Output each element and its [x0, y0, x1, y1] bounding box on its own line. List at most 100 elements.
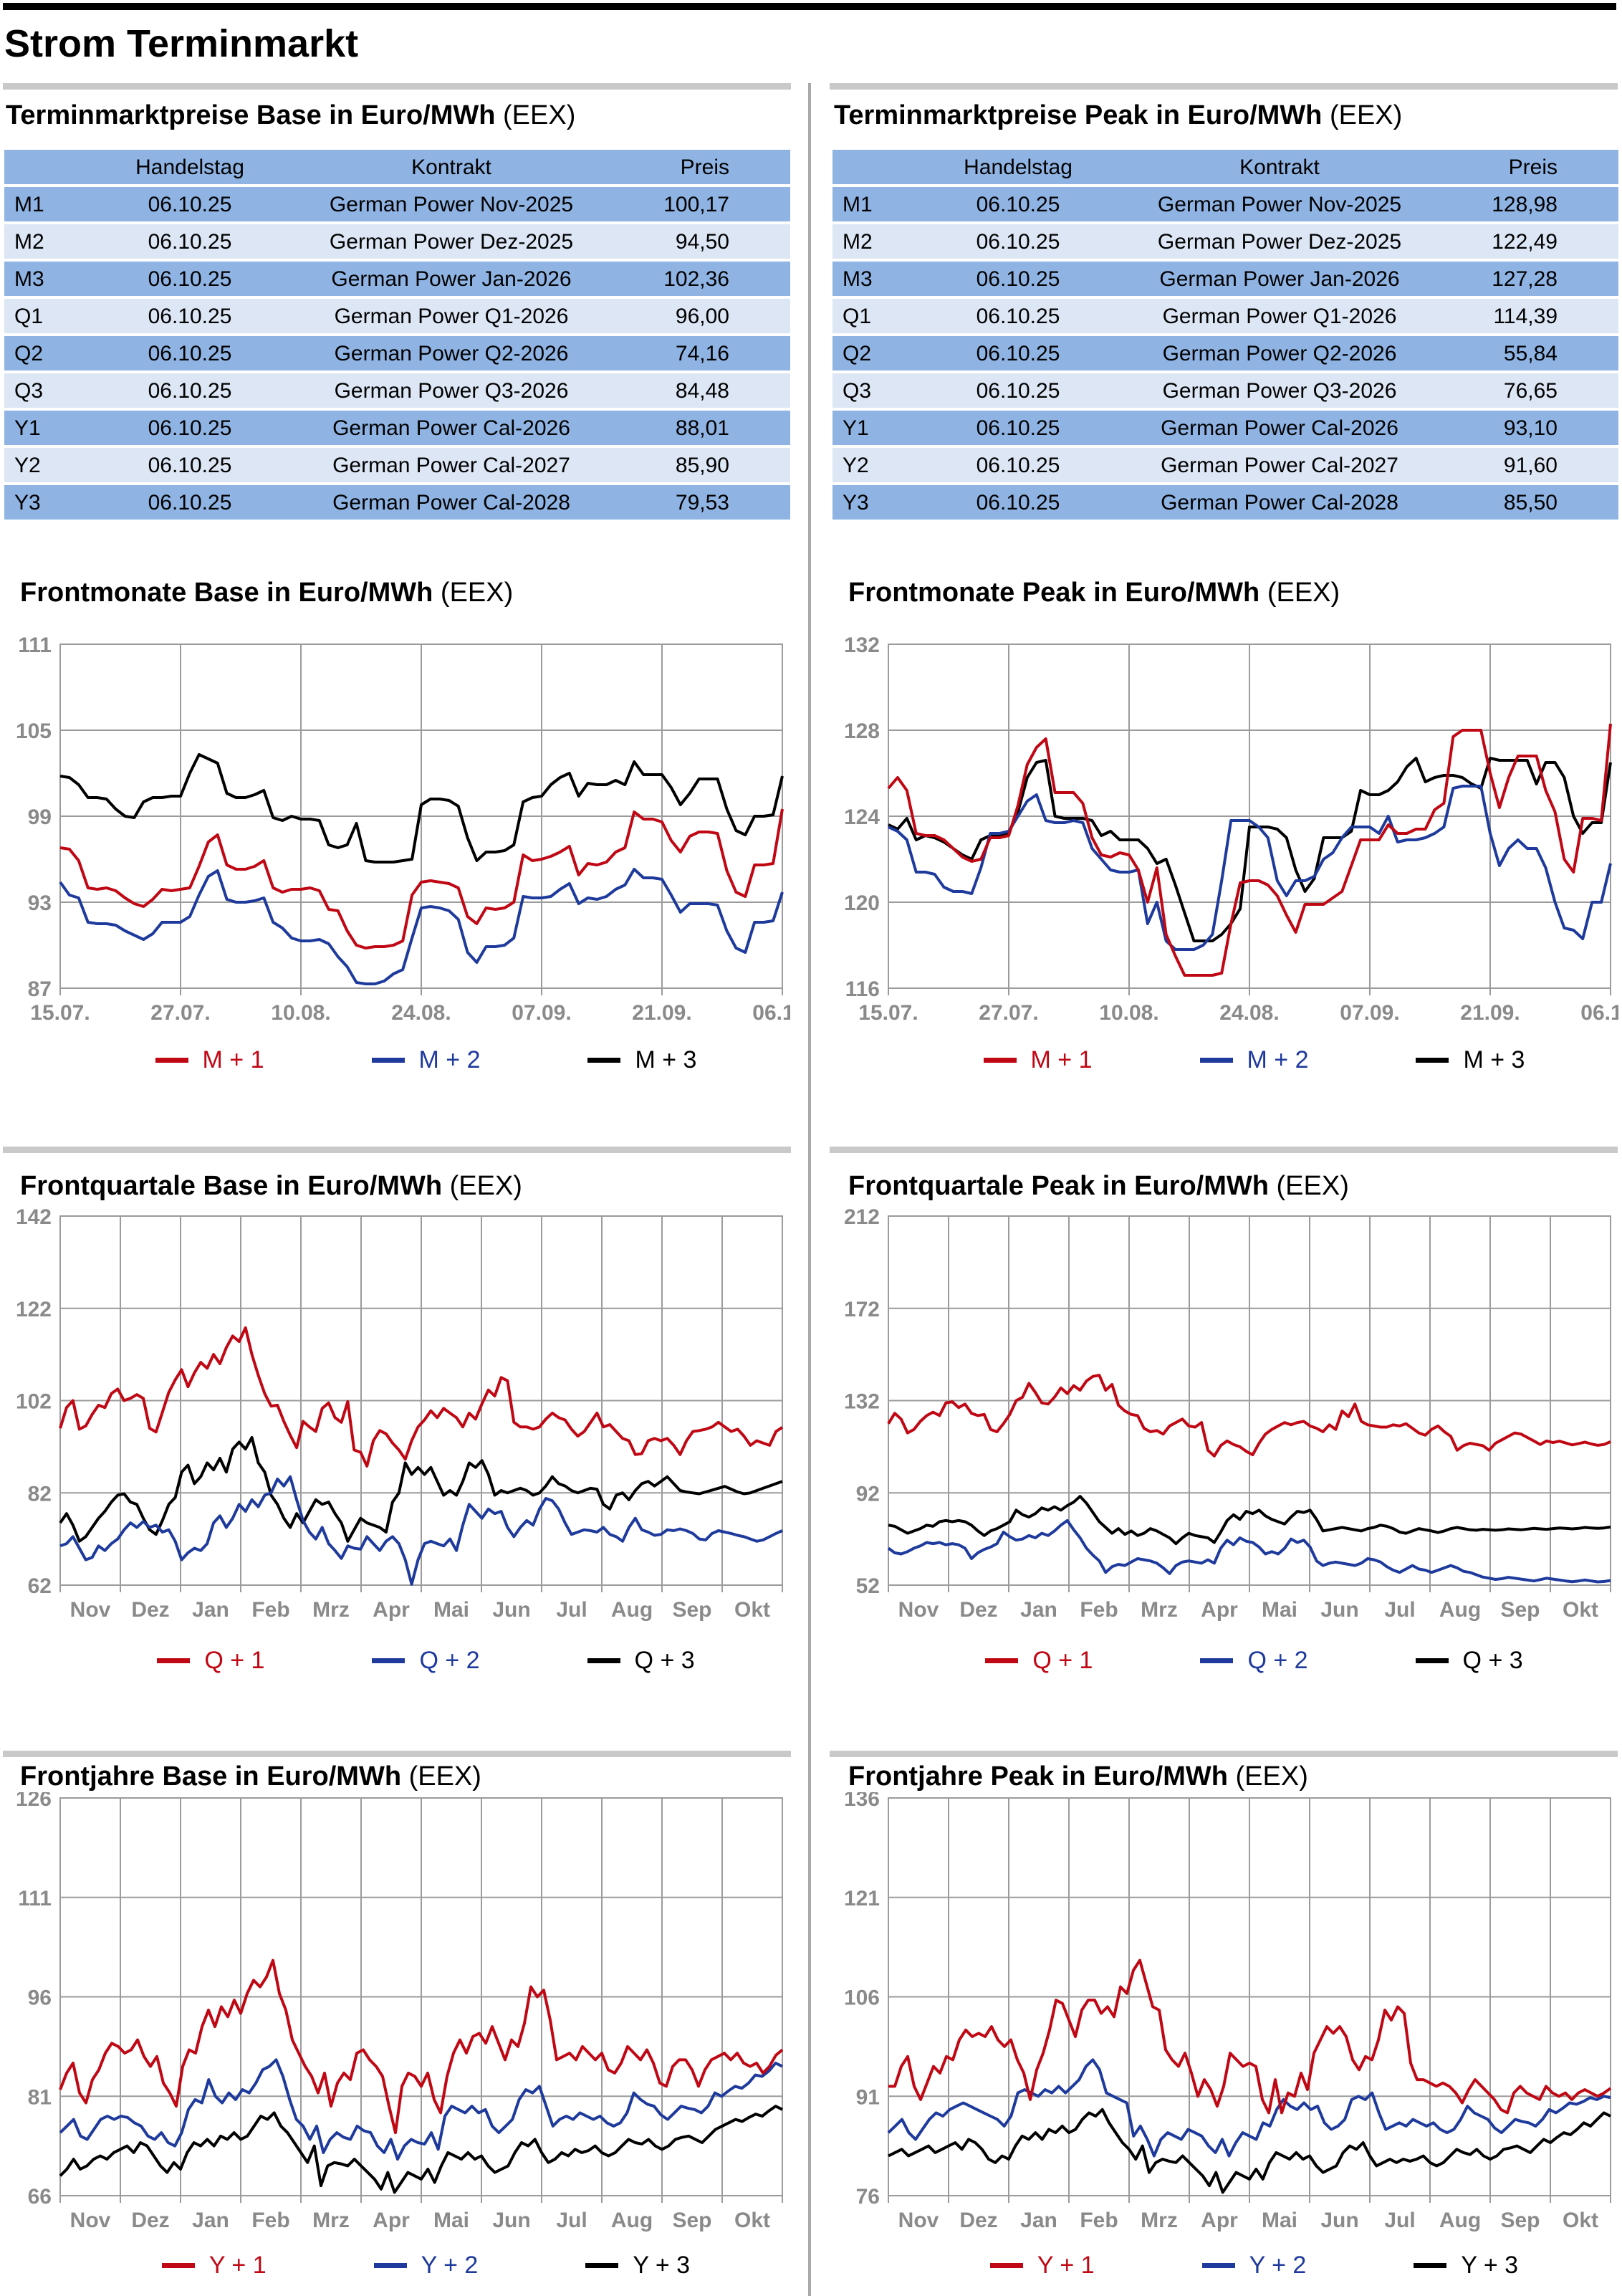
axis-tick-label: 128 — [844, 719, 880, 743]
legend-item: Q + 2 — [1200, 1647, 1308, 1675]
table-row: Q1 06.10.25 German Power Q1-2026 96,00 — [4, 299, 790, 333]
legend-swatch-icon — [989, 2262, 1023, 2268]
table-row: Y1 06.10.25 German Power Cal-2026 93,10 — [832, 411, 1618, 445]
section-table-peak: Terminmarktpreise Peak in Euro/MWh (EEX)… — [832, 100, 1618, 522]
legend-swatch-icon — [161, 2262, 195, 2268]
table-cell: M3 — [14, 267, 44, 291]
legend-swatch-icon — [157, 1658, 191, 1663]
axis-tick-label: 105 — [16, 719, 52, 743]
frontjahre-base-chart: 66 81 96 111 126 Nov Dez Jan Feb Mrz Apr Mai Jun Jul A… — [4, 1792, 790, 2244]
table-cell: German Power Cal-2026 — [332, 416, 570, 440]
axis-tick-label: Okt — [1563, 1598, 1598, 1622]
axis-tick-label: Jan — [192, 2209, 229, 2232]
axis-tick-label: 136 — [844, 1792, 880, 1811]
table-row: M3 06.10.25 German Power Jan-2026 127,28 — [832, 262, 1618, 296]
table-cell: 06.10.25 — [976, 491, 1060, 515]
table-cell: Preis — [1508, 156, 1558, 179]
column-divider — [808, 83, 811, 2296]
table-cell — [832, 150, 911, 184]
table-cell: 91,60 — [1503, 454, 1558, 477]
series-line-m+1 — [887, 723, 1612, 977]
legend-item: Q + 1 — [985, 1647, 1093, 1675]
table-cell: German Power Q1-2026 — [1162, 305, 1397, 328]
series-line-y+1 — [888, 1958, 1612, 2115]
section-frontquartale-base: Frontquartale Base in Euro/MWh (EEX) 62 8… — [4, 1171, 790, 1679]
table-cell: 94,50 — [675, 230, 729, 254]
series-line-m+3 — [59, 753, 784, 864]
series-line-q+1 — [887, 1374, 1611, 1458]
axis-tick-label: Jun — [1320, 2209, 1358, 2232]
table-cell: German Power Jan-2026 — [331, 267, 572, 291]
chart-legend: Y + 1 Y + 2 Y + 3 — [832, 2247, 1618, 2284]
legend-label: Y + 1 — [1037, 2251, 1095, 2279]
section-frontmonate-peak: Frontmonate Peak in Euro/MWh (EEX) 116 12… — [832, 578, 1618, 1078]
axis-tick-label: Okt — [734, 2209, 770, 2232]
chart-title-text: Frontquartale Base in Euro/MWh — [20, 1171, 443, 1201]
axis-tick-label: 87 — [28, 977, 52, 1001]
table-cell: German Power Cal-2027 — [332, 454, 570, 477]
axis-tick-label: Jun — [492, 1598, 530, 1622]
axis-tick-label: 24.08. — [391, 1001, 451, 1025]
axis-tick-label: 120 — [844, 891, 880, 915]
table-cell: German Power Dez-2025 — [1157, 230, 1402, 254]
legend-item: M + 1 — [155, 1046, 264, 1074]
frontjahre-base-title: Frontjahre Base in Euro/MWh (EEX) — [4, 1761, 790, 1792]
chart-canvas: 52 92 132 172 212 Nov Dez Jan Feb Mrz Apr Mai Jun Jul… — [844, 1205, 1611, 1622]
axis-tick-label: 122 — [16, 1298, 52, 1321]
table-cell: Handelstag — [964, 156, 1072, 179]
table-cell: 06.10.25 — [976, 342, 1060, 365]
table-cell: M1 — [843, 193, 873, 216]
section-divider — [830, 1147, 1618, 1153]
table-row: Y2 06.10.25 German Power Cal-2027 85,90 — [4, 448, 790, 482]
chart-title-suffix: (EEX) — [408, 1761, 481, 1792]
frontmonate-base-title: Frontmonate Base in Euro/MWh (EEX) — [4, 578, 790, 608]
series-line-m+1 — [59, 808, 784, 950]
axis-tick-label: Aug — [611, 2209, 653, 2232]
table-cell: 93,10 — [1503, 416, 1558, 440]
table-cell: 114,39 — [1493, 305, 1558, 328]
chart-title-suffix: (EEX) — [440, 578, 514, 608]
axis-tick-label: Jan — [1020, 2209, 1057, 2232]
axis-tick-label: 15.07. — [858, 1001, 918, 1025]
table-cell: 06.10.25 — [148, 230, 232, 254]
legend-swatch-icon — [1415, 1658, 1449, 1663]
table-cell: M2 — [843, 230, 873, 254]
table-header-row: Handelstag Kontrakt Preis — [4, 150, 790, 184]
axis-tick-label: 106 — [844, 1986, 880, 2010]
table-cell: 06.10.25 — [976, 305, 1060, 328]
axis-tick-label: 66 — [28, 2185, 52, 2209]
axis-tick-label: Dez — [131, 2209, 169, 2232]
legend-swatch-icon — [1414, 2262, 1447, 2268]
legend-item: Y + 2 — [373, 2252, 478, 2280]
table-header-row: Handelstag Kontrakt Preis — [832, 150, 1618, 184]
series-line-q+3 — [888, 1495, 1611, 1546]
table-cell: Y3 — [14, 491, 41, 515]
axis-tick-label: Jul — [1384, 1598, 1415, 1622]
table-cell: 06.10.25 — [976, 267, 1060, 291]
axis-tick-label: Apr — [373, 2209, 410, 2232]
axis-tick-label: 07.09. — [1340, 1001, 1399, 1025]
axis-tick-label: Sep — [672, 2209, 711, 2232]
table-cell: German Power Cal-2026 — [1161, 416, 1398, 440]
table-cell: Y2 — [843, 454, 869, 477]
table-cell: Y1 — [843, 416, 869, 440]
axis-tick-label: Okt — [1563, 2209, 1598, 2232]
axis-tick-label: Aug — [611, 1598, 653, 1622]
axis-tick-label: Feb — [251, 2209, 289, 2232]
table-cell: 127,28 — [1492, 267, 1558, 291]
legend-item: Q + 1 — [157, 1647, 264, 1675]
table-cell: German Power Q3-2026 — [334, 379, 569, 403]
section-frontmonate-base: Frontmonate Base in Euro/MWh (EEX) 87 93 9… — [4, 578, 790, 1078]
axis-tick-label: Mrz — [312, 1598, 350, 1622]
top-rule — [3, 3, 1616, 10]
axis-tick-label: Apr — [1201, 1598, 1238, 1622]
table-peak-title-suffix: (EEX) — [1329, 100, 1403, 130]
section-frontquartale-peak: Frontquartale Peak in Euro/MWh (EEX) 52 9… — [832, 1171, 1618, 1679]
section-divider — [830, 1751, 1618, 1757]
table-cell: German Power Nov-2025 — [1157, 193, 1402, 216]
series-line-q+3 — [59, 1436, 783, 1543]
price-table-peak: Handelstag Kontrakt Preis M1 06.10.25 German … — [832, 150, 1618, 520]
legend-swatch-icon — [1416, 1057, 1449, 1063]
table-cell: 06.10.25 — [976, 379, 1060, 403]
chart-title-text: Frontmonate Peak in Euro/MWh — [848, 578, 1260, 608]
